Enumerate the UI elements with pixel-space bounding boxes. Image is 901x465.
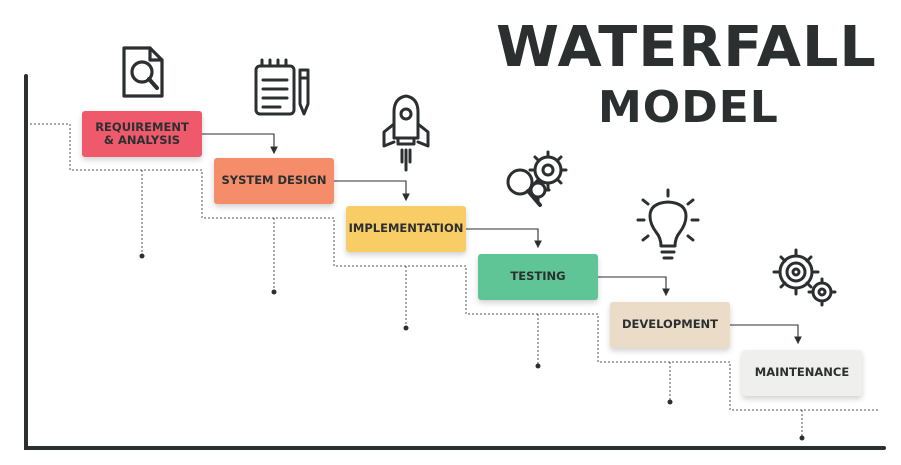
lightbulb-icon <box>636 188 700 260</box>
magnifier-gears-icon <box>506 150 568 207</box>
dotted-staircase <box>30 123 880 438</box>
drop-dots <box>139 253 805 441</box>
step-requirement-analysis: REQUIREMENT & ANALYSIS <box>82 111 202 157</box>
step-testing: TESTING <box>478 254 598 300</box>
title-model: MODEL <box>598 82 779 133</box>
rocket-icon <box>382 94 430 172</box>
step-system-design: SYSTEM DESIGN <box>214 158 334 204</box>
notepad-pencil-icon <box>254 58 310 116</box>
document-search-icon <box>122 46 164 98</box>
axis-frame <box>24 74 886 450</box>
step-maintenance: MAINTENANCE <box>742 350 862 396</box>
step-arrows <box>202 133 802 345</box>
step-implementation: IMPLEMENTATION <box>346 206 466 252</box>
title-waterfall: WATERFALL <box>496 15 877 80</box>
step-development: DEVELOPMENT <box>610 302 730 348</box>
gears-icon <box>772 248 837 307</box>
